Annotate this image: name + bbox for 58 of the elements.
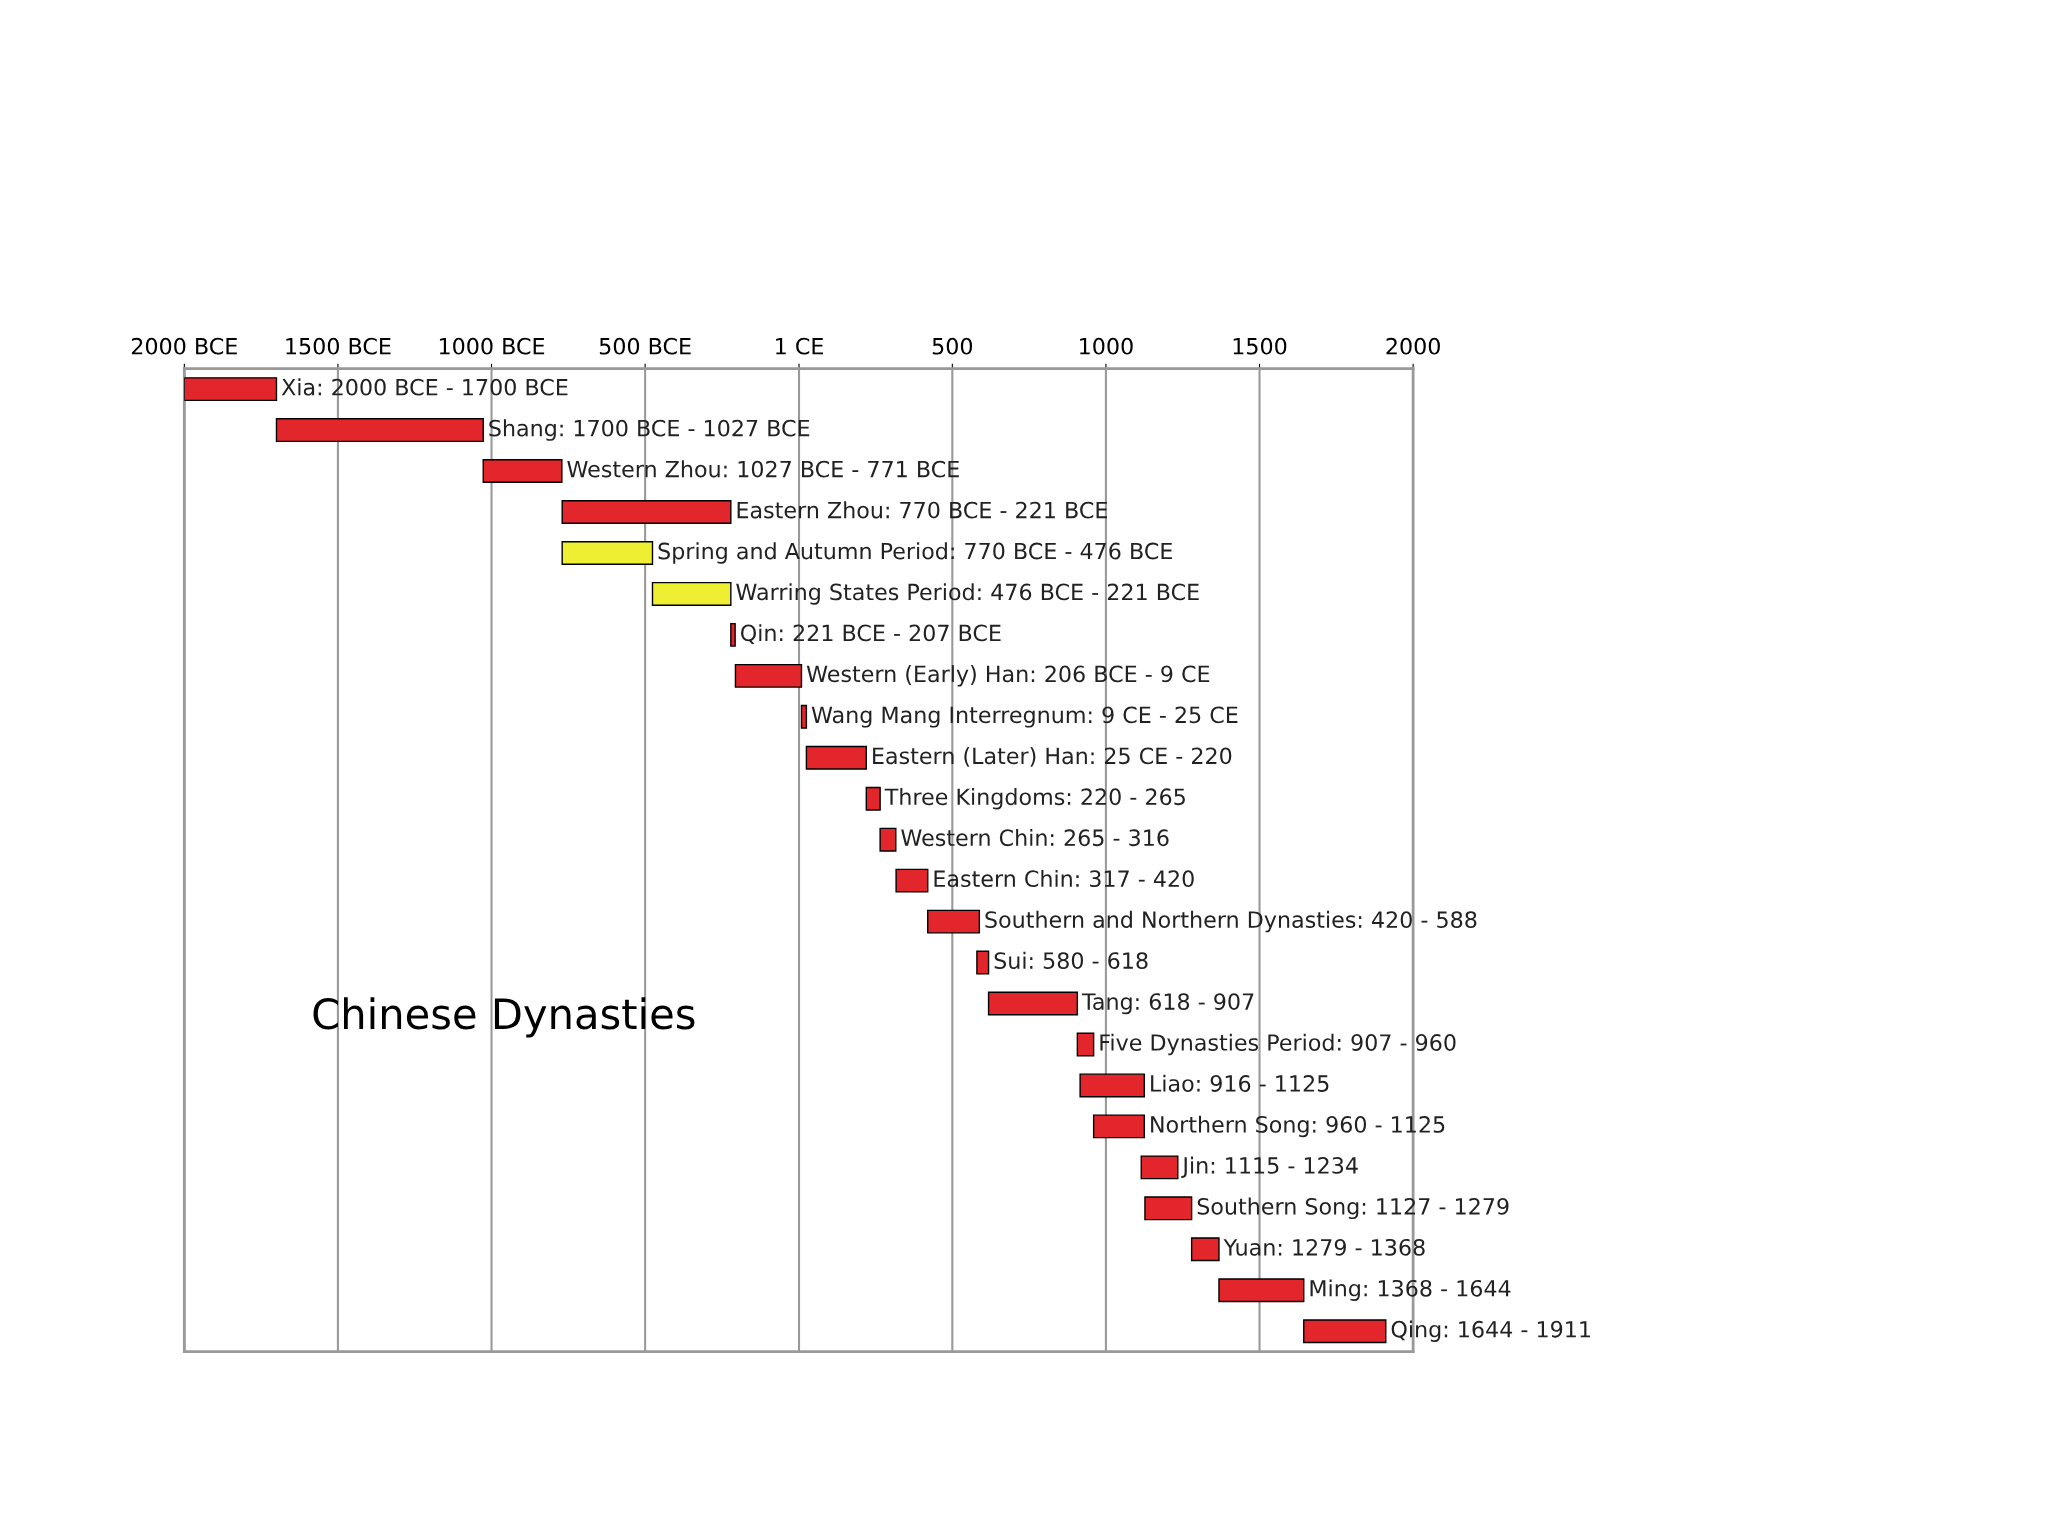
data-label: Five Dynasties Period: 907 - 960 <box>1100 1033 1456 1056</box>
data-label: Qin: 221 BCE - 207 BCE <box>740 624 1001 644</box>
bar <box>879 827 897 852</box>
data-label: Ming: 1368 - 1644 <box>1310 1279 1511 1301</box>
bar <box>734 663 803 688</box>
x-tick-label: 2000 BCE <box>131 337 237 355</box>
data-label: Eastern Chin: 317 - 420 <box>934 869 1194 888</box>
x-tick-label: 2000 <box>1386 337 1440 355</box>
text: Chinese Dynasties <box>313 997 695 1038</box>
data-label: Wang Mang Interregnum: 9 CE - 25 CE <box>811 706 1238 728</box>
data-label: Southern Song: 1127 - 1279 <box>1197 1197 1509 1220</box>
bar <box>865 786 881 811</box>
x-tick-label: 1500 <box>1233 337 1287 355</box>
bar <box>1303 1319 1387 1344</box>
bar <box>800 704 808 729</box>
bar <box>561 500 732 524</box>
bar <box>976 950 990 975</box>
x-tick-label: 500 BCE <box>599 337 691 355</box>
data-label: Tang: 618 - 907 <box>1081 993 1254 1015</box>
x-tick-label: 1000 BCE <box>439 337 545 355</box>
data-label: Jin: 1115 - 1234 <box>1181 1156 1358 1178</box>
bar <box>805 745 867 770</box>
data-label: Warring States Period: 476 BCE - 221 BCE <box>736 583 1199 605</box>
bar <box>482 459 563 483</box>
data-label: Western (Early) Han: 206 BCE - 9 CE <box>806 665 1210 687</box>
bar <box>1144 1196 1193 1221</box>
data-label: Shang: 1700 BCE - 1027 BCE <box>489 419 810 441</box>
bar <box>561 541 654 565</box>
data-label: Eastern (Later) Han: 25 CE - 220 <box>873 747 1232 767</box>
bar <box>1140 1155 1179 1180</box>
data-label: Northern Song: 960 - 1125 <box>1151 1115 1445 1138</box>
data-label: Xia: 2000 BCE - 1700 BCE <box>281 378 568 396</box>
bar <box>184 377 278 402</box>
bar <box>1092 1114 1146 1139</box>
bar <box>1218 1278 1305 1303</box>
x-tick-label: 500 <box>932 337 973 355</box>
data-label: Sui: 580 - 618 <box>994 951 1148 970</box>
data-label: Liao: 916 - 1125 <box>1151 1074 1329 1092</box>
bar <box>275 418 484 443</box>
bar <box>1079 1073 1146 1098</box>
data-label: Eastern Zhou: 770 BCE - 221 BCE <box>737 501 1107 519</box>
bar <box>730 622 736 647</box>
data-label: Qing: 1644 - 1911 <box>1391 1320 1590 1342</box>
bar <box>895 868 929 893</box>
x-tick-label: 1000 <box>1080 337 1133 355</box>
data-label: Yuan: 1279 - 1368 <box>1223 1238 1425 1256</box>
data-label: Spring and Autumn Period: 770 BCE - 476 BCE <box>658 542 1172 564</box>
data-label: Southern and Northern Dynasties: 420 - 588 <box>985 910 1477 933</box>
bar <box>651 581 732 606</box>
bar <box>987 991 1079 1016</box>
x-tick-label: 1500 BCE <box>286 337 391 355</box>
data-label: Western Zhou: 1027 BCE - 771 BCE <box>567 460 959 478</box>
bar <box>927 909 981 934</box>
bar <box>1076 1032 1095 1057</box>
data-label: Western Chin: 265 - 316 <box>901 828 1169 847</box>
x-tick-label: 1 CE <box>776 337 823 355</box>
data-label: Three Kingdoms: 220 - 265 <box>884 787 1185 810</box>
bar <box>1190 1237 1220 1262</box>
